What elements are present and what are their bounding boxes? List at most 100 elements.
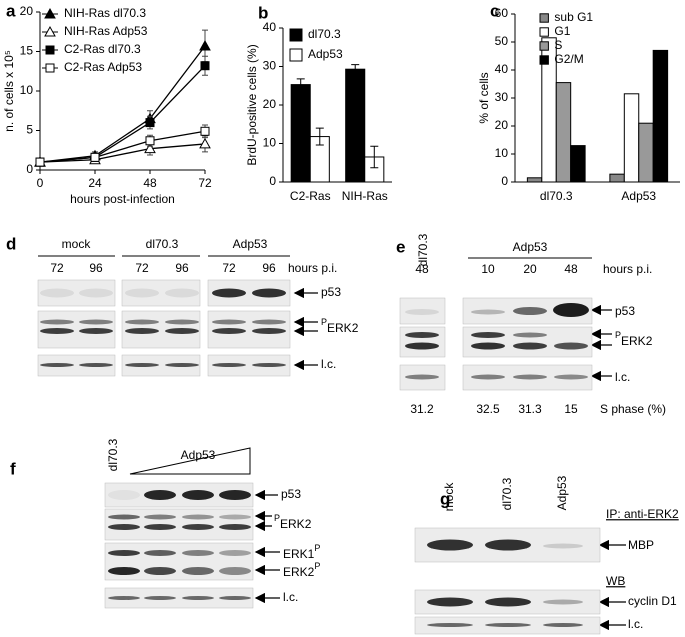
band (219, 567, 251, 575)
band-label: PERK2 (321, 317, 359, 335)
band (165, 288, 199, 298)
panel-label: a (6, 1, 16, 20)
x-axis-label: hours post-infection (70, 192, 175, 206)
band-label: ERK2P (283, 561, 320, 579)
y-tick-label: 50 (495, 34, 509, 48)
band (182, 550, 214, 556)
band (485, 623, 531, 627)
superscript: P (314, 561, 320, 571)
bar (652, 49, 669, 183)
band (79, 288, 113, 298)
lanes-label: hours p.i. (603, 262, 652, 276)
panel-label: c (490, 1, 499, 20)
band (427, 623, 473, 627)
blot-background (104, 587, 254, 609)
legend-label: NIH-Ras Adp53 (64, 24, 148, 38)
band (554, 374, 588, 380)
lane-label: 48 (415, 262, 429, 276)
band (252, 363, 286, 367)
band (219, 514, 251, 520)
band (79, 319, 113, 325)
panel-label: f (10, 459, 16, 478)
blot-background (121, 279, 201, 307)
band (212, 319, 246, 325)
marker (45, 45, 55, 55)
y-tick-label: 0 (269, 174, 276, 188)
blot-background (207, 354, 291, 377)
marker (200, 61, 210, 71)
band-label: MBP (628, 538, 654, 552)
band-label: PERK2 (615, 330, 653, 348)
y-tick-label: 15 (20, 44, 34, 58)
band (108, 596, 140, 600)
band (485, 539, 531, 551)
lane-label: mock (442, 482, 456, 512)
bar (623, 93, 640, 183)
legend-label: G2/M (554, 52, 583, 66)
band (543, 623, 583, 627)
marker (144, 142, 156, 154)
band (40, 363, 74, 367)
legend-swatch (539, 13, 549, 23)
y-tick-label: 30 (263, 59, 277, 73)
blot-panels: d mock dl70.3 Adp53 72 96 72 96 72 96 ho… (6, 233, 679, 635)
lane-label: 96 (89, 261, 103, 275)
x-tick-label: Adp53 (621, 189, 656, 203)
lane-label: 96 (175, 261, 189, 275)
blot-background (399, 326, 446, 358)
band (108, 490, 140, 500)
band (40, 288, 74, 298)
x-tick-label: 48 (143, 176, 157, 190)
y-tick-label: 10 (263, 136, 277, 150)
band (165, 328, 199, 334)
marker (44, 25, 56, 37)
lane-label: 48 (564, 262, 578, 276)
band (405, 342, 439, 350)
legend-label: NIH-Ras dl70.3 (64, 6, 146, 20)
bar (570, 145, 586, 183)
band (553, 303, 589, 317)
error-bar (351, 64, 360, 75)
band-label: l.c. (283, 590, 298, 604)
legend-swatch (289, 28, 303, 42)
marker (145, 118, 155, 128)
y-tick-label: 10 (495, 146, 509, 160)
group-label: dl70.3 (416, 233, 430, 266)
marker (44, 7, 56, 19)
band (125, 363, 159, 367)
section-label: WB (606, 574, 625, 588)
lane-label: dl70.3 (500, 477, 514, 510)
y-tick-label: 20 (20, 4, 34, 18)
legend-swatch (539, 27, 549, 37)
legend-swatch (539, 41, 549, 51)
band (212, 363, 246, 367)
panel-label: e (396, 237, 405, 256)
y-tick-label: 5 (26, 123, 33, 137)
y-axis-label: BrdU-positive cells (%) (245, 44, 259, 165)
group-label: dl70.3 (146, 237, 179, 251)
lanes-label: hours p.i. (288, 261, 337, 275)
y-tick-label: 40 (263, 20, 277, 34)
superscript: P (321, 317, 327, 327)
band-label: ERK1P (283, 543, 320, 561)
series-line (39, 45, 206, 163)
band (212, 328, 246, 334)
marker (199, 137, 211, 149)
series-line (39, 65, 206, 163)
y-tick-label: 20 (263, 97, 277, 111)
band (554, 342, 588, 350)
bar (555, 82, 572, 183)
band (513, 342, 547, 350)
group-label: Adp53 (233, 237, 268, 251)
section-label: IP: anti-ERK2 (606, 507, 679, 521)
group-label: Adp53 (513, 240, 548, 254)
y-tick-label: 20 (495, 118, 509, 132)
marker (35, 157, 45, 167)
lane-label: 10 (481, 262, 495, 276)
band (252, 328, 286, 334)
band-name: ERK2 (621, 334, 653, 348)
legend-swatch (539, 55, 549, 65)
band (125, 288, 159, 298)
